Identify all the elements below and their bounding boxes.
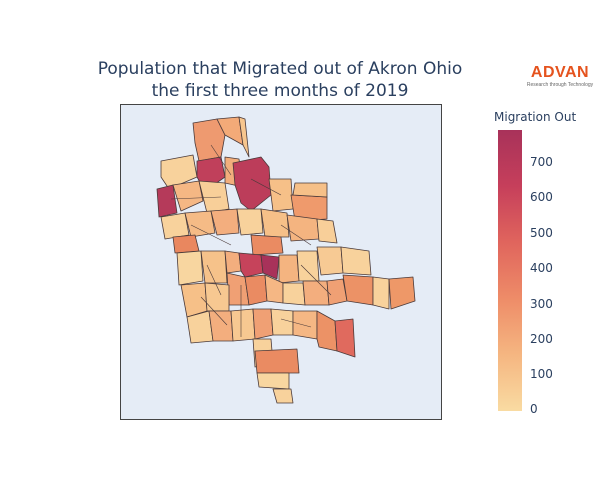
colorbar-tick-label: 700 [530, 155, 553, 169]
colorbar-tick-label: 300 [530, 297, 553, 311]
boundary-line [250, 178, 282, 196]
colorbar-tick-label: 200 [530, 332, 553, 346]
tract [292, 310, 318, 340]
tract [282, 282, 306, 306]
tract [286, 214, 320, 242]
boundary-line [170, 196, 222, 200]
tract-polygons [156, 116, 416, 404]
tract [238, 116, 250, 158]
choropleth-map[interactable] [121, 105, 441, 419]
tract [230, 308, 256, 342]
tract [200, 250, 228, 284]
tract [186, 310, 214, 344]
tract [342, 274, 374, 306]
tract-divisions [170, 144, 332, 337]
boundary-line [280, 224, 312, 246]
tract [176, 250, 204, 286]
tract [208, 310, 234, 342]
tract [224, 250, 242, 274]
boundary-line [300, 264, 332, 296]
tract [238, 252, 264, 278]
colorbar [498, 130, 522, 411]
tract [272, 388, 294, 404]
tract [252, 308, 274, 340]
tract [210, 208, 240, 236]
tract [302, 280, 330, 306]
logo-tagline: Research through Technology [526, 82, 594, 88]
tract [278, 254, 300, 284]
tract [172, 180, 204, 212]
map-frame[interactable] [120, 104, 442, 420]
tract [160, 212, 190, 240]
tract [316, 246, 344, 276]
boundary-line [280, 318, 312, 328]
chart-title: Population that Migrated out of Akron Oh… [60, 58, 500, 102]
tract [180, 282, 208, 318]
logo-word: ADVAN [530, 64, 590, 81]
colorbar-tick-label: 0 [530, 402, 538, 416]
tract [184, 210, 216, 238]
tract [340, 246, 372, 276]
tract [244, 274, 268, 306]
title-line-1: Population that Migrated out of Akron Oh… [97, 59, 463, 79]
tract [160, 154, 198, 190]
tract [204, 282, 230, 312]
colorbar-gradient [498, 130, 522, 411]
tract [316, 310, 338, 352]
boundary-line [200, 296, 228, 326]
boundary-line [206, 264, 222, 296]
boundary-line [210, 144, 232, 176]
tract [254, 348, 300, 374]
title-line-2: the first three months of 2019 [151, 81, 409, 101]
colorbar-tick-label: 600 [530, 190, 553, 204]
colorbar-tick-label: 400 [530, 261, 553, 275]
tract [334, 318, 356, 358]
tract [260, 254, 280, 280]
tract [260, 208, 290, 238]
colorbar-tick-label: 100 [530, 367, 553, 381]
tract [388, 276, 416, 310]
tract [236, 208, 264, 236]
tract [250, 234, 284, 256]
boundary-line [190, 224, 232, 246]
colorbar-title: Migration Out [494, 110, 577, 124]
advan-logo: ADVAN Research through Technology [526, 64, 594, 88]
tract [292, 182, 328, 198]
tract [156, 184, 178, 218]
tract [296, 250, 320, 282]
colorbar-tick-label: 500 [530, 226, 553, 240]
tract [232, 156, 272, 212]
tract [316, 218, 338, 244]
tract [372, 276, 390, 310]
tract [270, 308, 294, 336]
tract [256, 372, 290, 390]
tract [172, 234, 200, 254]
